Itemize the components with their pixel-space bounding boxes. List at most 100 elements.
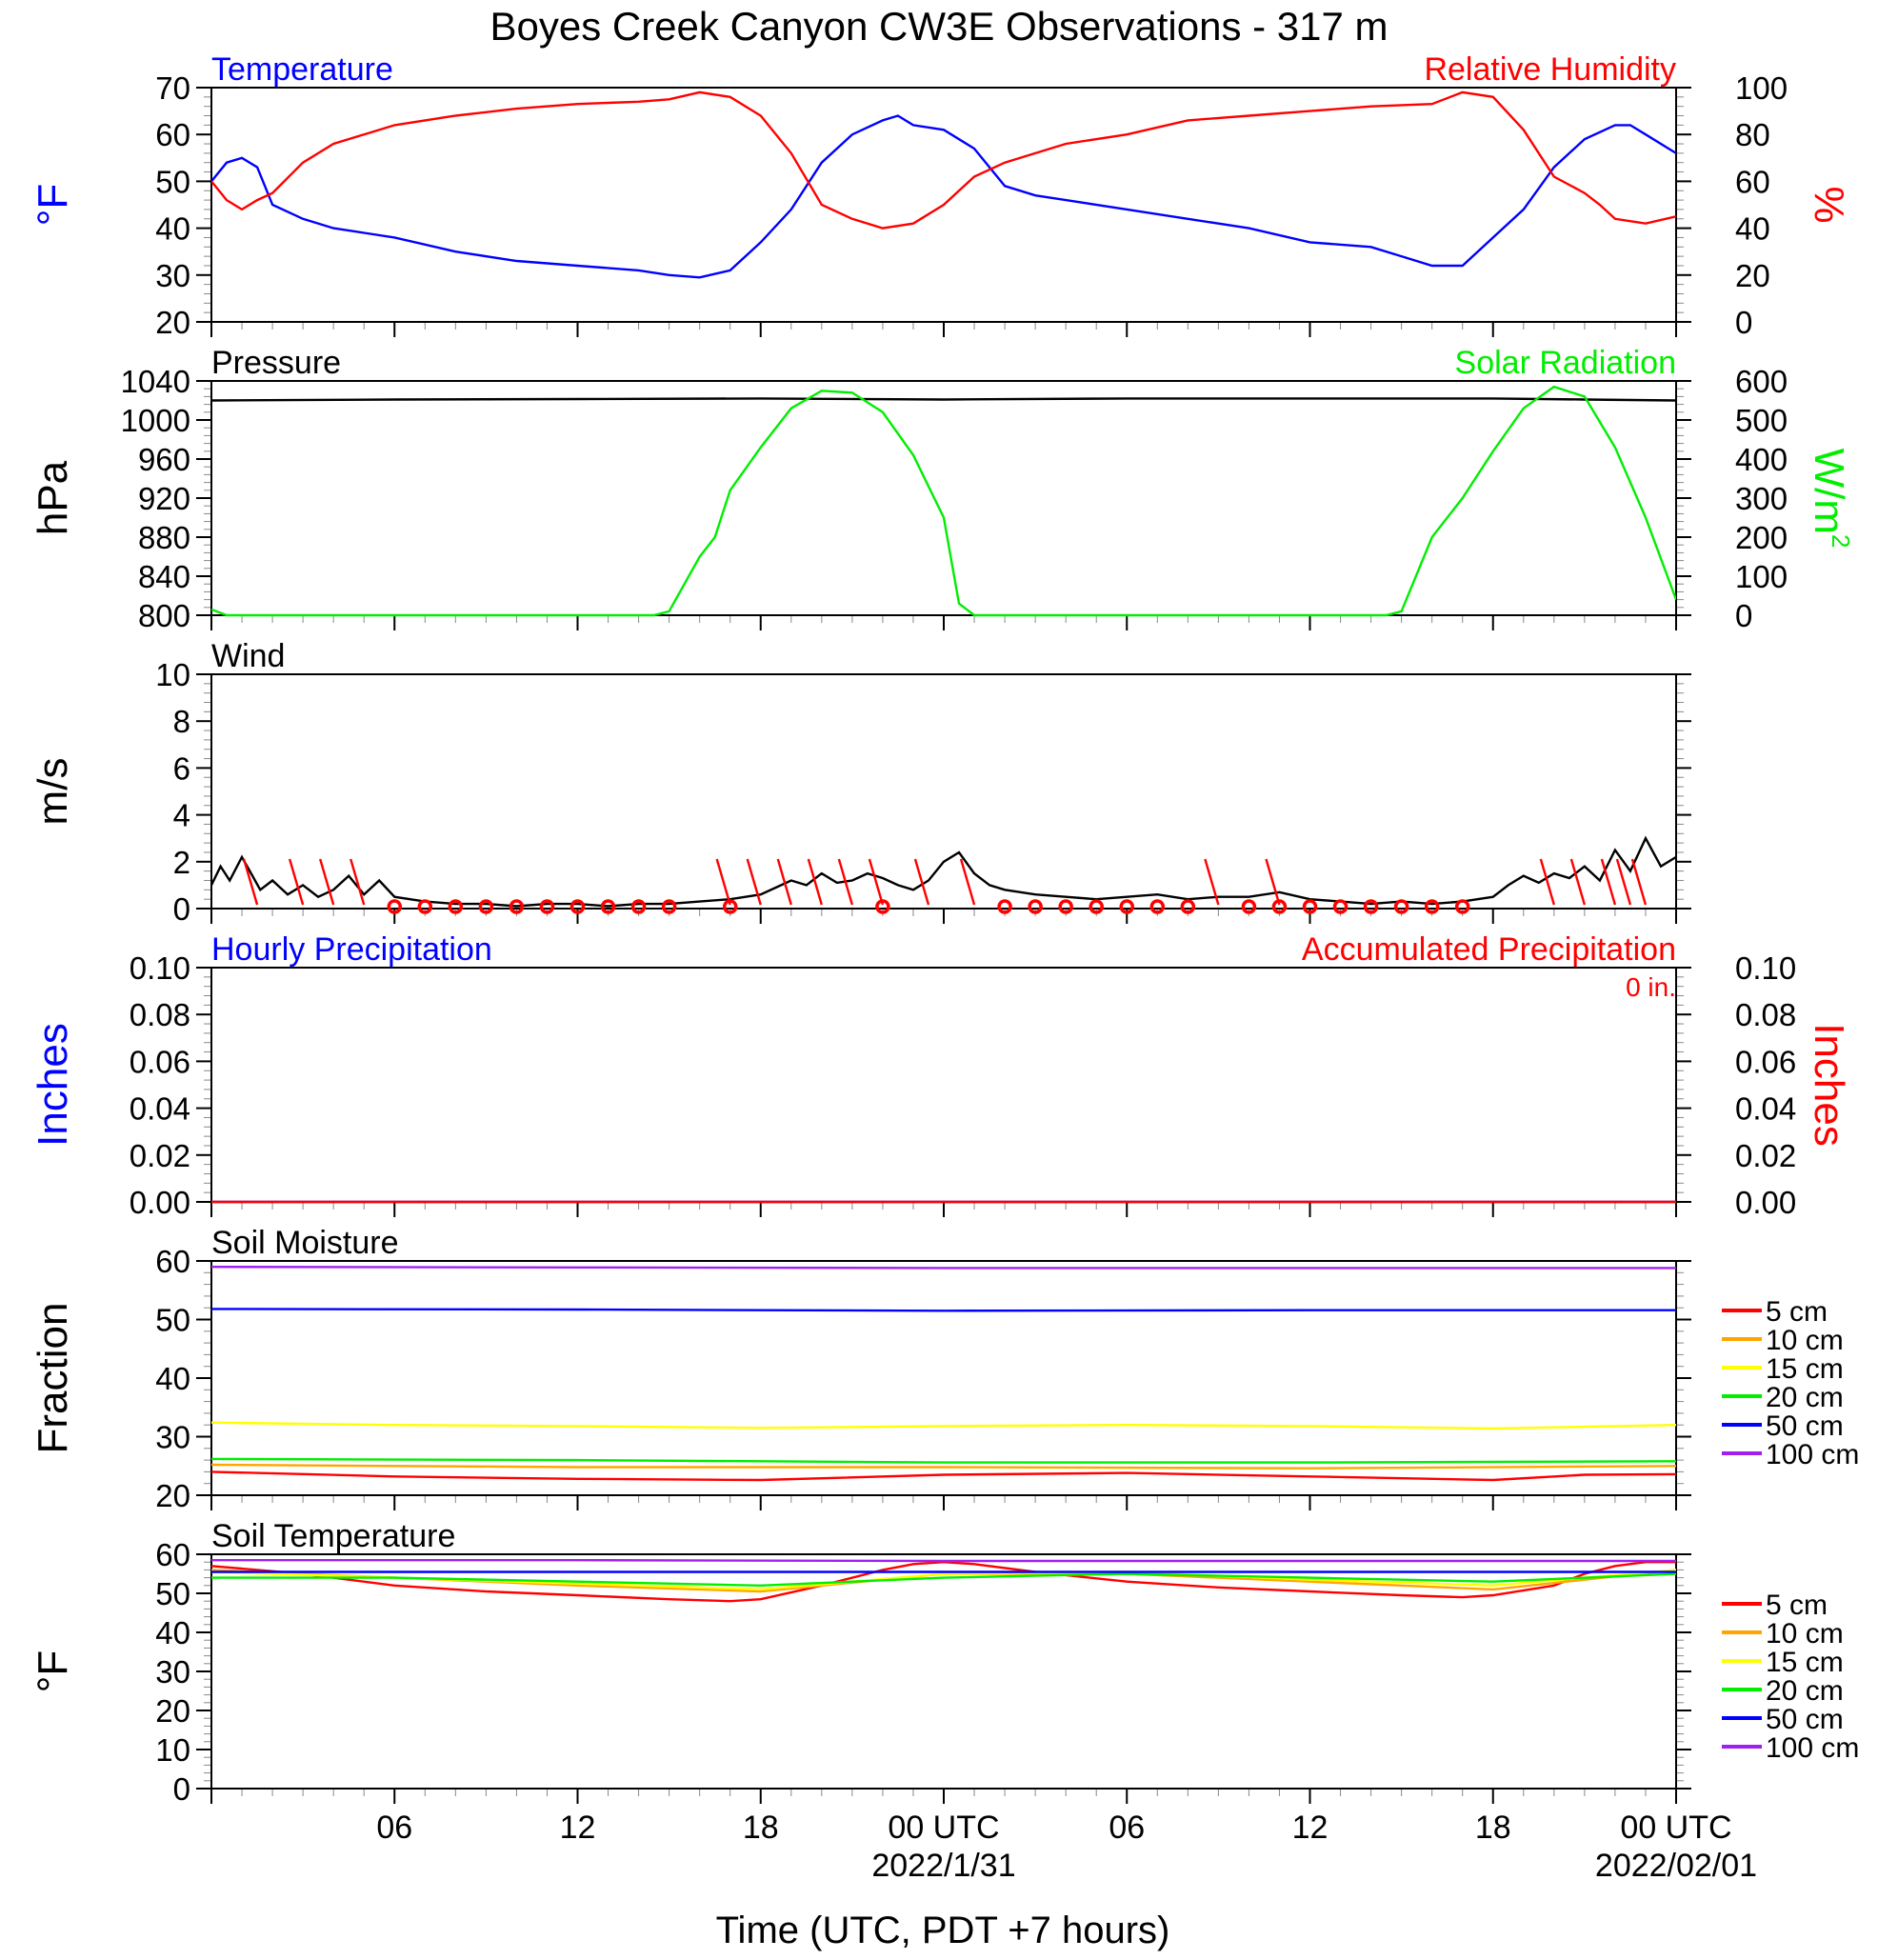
y-tick-label-left: 70 <box>155 70 190 106</box>
y-tick-label-right: 0 <box>1735 598 1752 633</box>
panel-title-left: Pressure <box>211 345 341 381</box>
panel-title-left: Soil Moisture <box>211 1225 399 1261</box>
y-tick-label-left: 10 <box>155 1732 190 1768</box>
wind-barb <box>1569 858 1587 906</box>
calm-marker <box>387 899 402 914</box>
series-line-5-cm <box>211 1470 1676 1482</box>
y-tick-label-left: 50 <box>155 164 190 199</box>
y-axis-label-superscript: 2 <box>1827 534 1855 548</box>
calm-marker <box>1149 899 1166 914</box>
y-tick-label-left: 40 <box>155 211 190 247</box>
y-tick-label-left: 0 <box>173 891 190 927</box>
wind-barb <box>868 858 885 906</box>
y-tick-label-left: 60 <box>155 1537 190 1572</box>
y-tick-label-left: 0.10 <box>130 950 190 986</box>
calm-marker <box>1271 899 1288 914</box>
calm-marker <box>1302 899 1318 914</box>
series-line-temperature <box>211 114 1676 279</box>
calm-marker <box>1363 899 1379 914</box>
y-tick-label-left: 0.02 <box>130 1138 190 1173</box>
legend-label: 10 cm <box>1766 1618 1844 1650</box>
legend-label: 5 cm <box>1766 1590 1828 1621</box>
wind-barb <box>746 858 762 906</box>
y-tick-label-left: 0 <box>173 1771 190 1807</box>
series-line-100-cm <box>211 1558 1676 1563</box>
calm-marker <box>722 899 738 914</box>
calm-marker <box>1028 899 1043 914</box>
y-tick-label-left: 20 <box>155 1693 190 1729</box>
wind-barb <box>242 858 259 906</box>
legend-label: 100 cm <box>1766 1732 1859 1764</box>
y-tick-label-left: 10 <box>155 657 190 692</box>
x-tick-label: 12 <box>1292 1810 1329 1846</box>
series-line-15-cm <box>211 1421 1676 1430</box>
y-tick-label-right: 100 <box>1735 559 1788 594</box>
y-tick-label-left: 30 <box>155 1654 190 1690</box>
calm-marker <box>448 899 464 914</box>
panel-title-left: Temperature <box>211 51 393 88</box>
y-tick-label-left: 50 <box>155 1576 190 1611</box>
wind-barb <box>837 858 854 906</box>
y-tick-label-right: 100 <box>1735 70 1788 106</box>
x-tick-label: 06 <box>1109 1810 1145 1846</box>
x-tick-label: 00 UTC <box>888 1810 999 1846</box>
wind-barb <box>913 858 930 906</box>
pressure-solar-panel: 800 840 880 920 960 1000 1040 0 100 200 300 400 500 6… <box>30 345 1855 633</box>
y-axis-label-left: °F <box>30 184 76 226</box>
x-tick-label: 00 UTC <box>1620 1810 1731 1846</box>
wind-panel: 0 2 4 6 8 10 Wind m/s <box>30 638 1691 927</box>
calm-marker <box>661 899 677 914</box>
y-tick-label-right: 0.00 <box>1735 1185 1796 1220</box>
y-axis-label-left: Inches <box>30 1023 76 1147</box>
temperature-rh-panel: 20 30 40 50 60 70 0 20 40 60 80 100 Temperature Relat… <box>30 51 1852 340</box>
calm-marker <box>478 899 494 914</box>
wind-barb <box>1600 858 1617 906</box>
calm-marker <box>1424 899 1440 914</box>
y-tick-label-left: 40 <box>155 1615 190 1650</box>
y-tick-label-left: 20 <box>155 1478 190 1513</box>
calm-marker <box>509 899 525 914</box>
y-tick-label-left: 6 <box>173 750 190 786</box>
wind-barb <box>1615 858 1632 906</box>
y-tick-label-left: 960 <box>138 442 190 477</box>
wind-barb <box>776 858 792 906</box>
series-line-solar-radiation <box>211 385 1676 617</box>
calm-marker <box>630 899 647 914</box>
y-tick-label-right: 40 <box>1735 211 1770 247</box>
panel-title-left: Wind <box>211 638 285 674</box>
panel-title-left: Hourly Precipitation <box>211 931 492 968</box>
y-tick-label-left: 840 <box>138 559 190 594</box>
y-tick-label-right: 60 <box>1735 164 1770 199</box>
panel-title-right: Relative Humidity <box>1424 51 1676 88</box>
y-tick-label-left: 1000 <box>121 403 190 438</box>
wind-barb <box>715 858 731 906</box>
calm-marker <box>539 899 555 914</box>
series-line-20-cm <box>211 1457 1676 1464</box>
calm-marker <box>1393 899 1409 914</box>
y-tick-label-left: 60 <box>155 1244 190 1279</box>
panel-frame <box>210 1260 1677 1496</box>
panel-frame <box>210 380 1677 616</box>
series-line-wind-speed <box>211 835 1676 908</box>
wind-barb <box>1204 858 1220 906</box>
legend-label: 15 cm <box>1766 1353 1844 1385</box>
series-line-relative-humidity <box>211 90 1676 230</box>
series-line-pressure <box>211 397 1676 402</box>
panel-annotation: 0 in. <box>1626 972 1676 1002</box>
y-axis-label-left: hPa <box>30 460 76 535</box>
y-tick-label-right: 200 <box>1735 520 1788 555</box>
y-axis-label-right: % <box>1806 186 1852 223</box>
page-title: Boyes Creek Canyon CW3E Observations - 3… <box>489 4 1388 49</box>
y-tick-label-left: 1040 <box>121 364 190 399</box>
calm-marker <box>1332 899 1349 914</box>
y-tick-label-right: 0.08 <box>1735 997 1796 1032</box>
x-tick-label: 18 <box>743 1810 779 1846</box>
wind-barb <box>1539 858 1555 906</box>
y-tick-label-right: 400 <box>1735 442 1788 477</box>
y-tick-label-left: 30 <box>155 258 190 293</box>
y-tick-label-right: 0 <box>1735 305 1752 340</box>
y-tick-label-left: 20 <box>155 305 190 340</box>
y-tick-label-right: 0.06 <box>1735 1044 1796 1079</box>
